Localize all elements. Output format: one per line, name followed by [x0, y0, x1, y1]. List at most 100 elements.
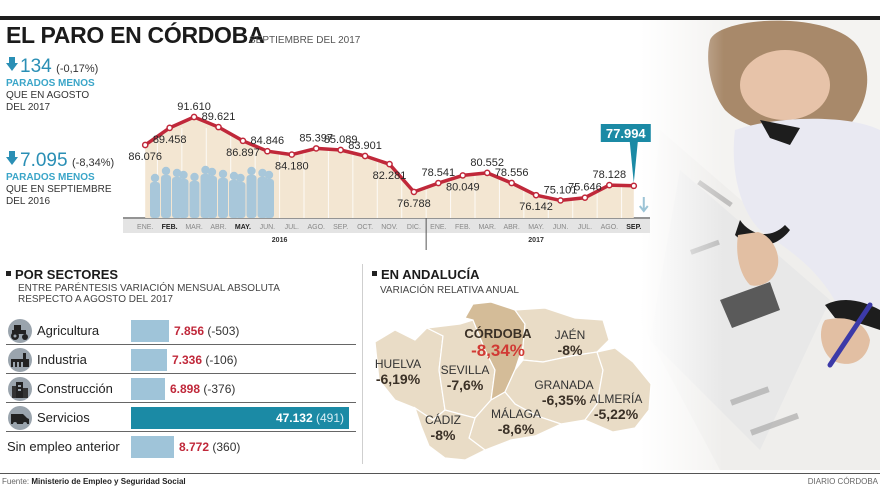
source-note: Fuente: Ministerio de Empleo y Seguridad… [2, 477, 186, 486]
x-tick-label: MAR. [478, 224, 496, 231]
x-tick-label: ABR. [210, 224, 226, 231]
sector-count: 8.772 [179, 440, 210, 454]
factory-icon [8, 348, 32, 372]
sector-value: 6.898 (-376) [170, 382, 235, 396]
province-name: JAÉN [554, 328, 586, 342]
province-value: -6,35% [541, 392, 587, 408]
section-divider [362, 264, 363, 464]
person-silhouette-head [218, 169, 228, 179]
data-label: 89.458 [153, 134, 187, 146]
data-label: 85.089 [324, 134, 358, 146]
x-tick-label: MAY. [235, 224, 251, 231]
data-point [312, 145, 320, 152]
sector-bar [131, 407, 349, 429]
data-point [483, 169, 491, 177]
x-tick-label: DIC. [407, 224, 421, 231]
data-label: 78.541 [422, 167, 456, 179]
sector-change: (491) [315, 411, 344, 425]
data-label: 75.101 [544, 184, 578, 196]
sector-change: (-376) [203, 382, 236, 396]
sector-name: Agricultura [37, 323, 100, 338]
province-label: MÁLAGA -8,6% [476, 407, 556, 437]
data-point [606, 181, 613, 189]
sector-bar [131, 436, 174, 458]
province-name: CÁDIZ [425, 413, 461, 427]
province-value: -8,6% [497, 421, 535, 437]
sector-count: 7.336 [172, 353, 203, 367]
x-tick-label: MAR. [185, 224, 203, 231]
person-silhouette-body [150, 182, 160, 218]
x-axis-band [123, 219, 650, 233]
data-label: 86.897 [226, 147, 260, 159]
data-label: 82.281 [373, 170, 407, 182]
data-label: 78.556 [495, 167, 529, 179]
data-point [141, 141, 149, 149]
data-label: 84.846 [251, 135, 285, 147]
data-point [166, 124, 173, 132]
data-point [288, 151, 296, 158]
crane-icon [8, 377, 32, 401]
x-tick-label: MAY. [528, 224, 544, 231]
stat-label: QUE EN SEPTIEMBRE [6, 184, 112, 195]
sector-row: Agricultura 7.856 (-503) [6, 316, 356, 345]
data-label: 83.901 [348, 140, 382, 152]
province-name: HUELVA [374, 357, 422, 371]
data-point [435, 179, 442, 187]
page-title: EL PARO EN CÓRDOBA [6, 22, 265, 48]
stat-percent: (-0,17%) [56, 63, 99, 75]
woman-writing-photo [640, 20, 880, 470]
data-label: 86.076 [128, 151, 162, 163]
person-silhouette-head [150, 173, 160, 183]
sector-value: 47.132 (491) [276, 411, 344, 425]
person-silhouette-body [189, 181, 200, 218]
person-silhouette-body [207, 176, 217, 218]
data-point [581, 194, 589, 202]
province-label: CÁDIZ -8% [403, 413, 483, 443]
top-rule [0, 16, 880, 20]
data-point [361, 152, 369, 160]
province-cadiz [413, 406, 487, 461]
highlight-callout-pointer [629, 142, 638, 183]
person-silhouette-head [190, 172, 199, 182]
data-point [386, 160, 393, 168]
arrow-down-icon [6, 151, 18, 165]
stat-annual: 7.095 (-8,34%) PARADOS MENOS QUE EN SEPT… [6, 150, 114, 208]
x-tick-label: JUL. [285, 224, 299, 231]
data-point [532, 191, 540, 199]
province-value: -5,22% [593, 406, 639, 422]
people-silhouettes [150, 165, 274, 218]
sector-value: 7.336 (-106) [172, 353, 237, 367]
province-name: GRANADA [534, 378, 594, 392]
person-silhouette-head [247, 166, 256, 176]
province-value: -8,34% [471, 341, 525, 360]
data-point [410, 188, 418, 196]
stat-value: 7.095 [20, 150, 68, 171]
stat-value: 134 [20, 56, 52, 77]
data-point [337, 146, 344, 154]
person-silhouette-body [246, 175, 257, 218]
sector-bar [131, 349, 167, 371]
sectors-subtitle: ENTRE PARÉNTESIS VARIACIÓN MENSUAL ABSOL… [18, 283, 280, 305]
andalucia-title: EN ANDALUCÍA [372, 267, 479, 282]
person-silhouette-head [179, 170, 188, 180]
sector-row: Sin empleo anterior 8.772 (360) [6, 432, 356, 461]
province-label: GRANADA -6,35% [524, 378, 604, 408]
stat-label-strong: PARADOS MENOS [6, 172, 95, 183]
sector-name: Construcción [37, 381, 113, 396]
x-tick-label: SEP. [333, 224, 348, 231]
data-point [215, 123, 222, 131]
tractor-icon [8, 319, 32, 343]
person-silhouette-head [236, 173, 245, 183]
data-label: 84.180 [275, 161, 309, 173]
data-point [190, 113, 198, 121]
van-icon [8, 406, 32, 430]
x-tick-label: JUL. [578, 224, 592, 231]
sector-row: Construcción 6.898 (-376) [6, 374, 356, 403]
sector-name: Sin empleo anterior [7, 439, 120, 454]
data-label: 78.128 [593, 169, 627, 181]
data-point [508, 179, 515, 187]
sector-change: (-106) [205, 353, 238, 367]
province-value: -8% [430, 427, 456, 443]
person-silhouette-body [218, 178, 228, 218]
sector-count: 47.132 [275, 411, 313, 425]
